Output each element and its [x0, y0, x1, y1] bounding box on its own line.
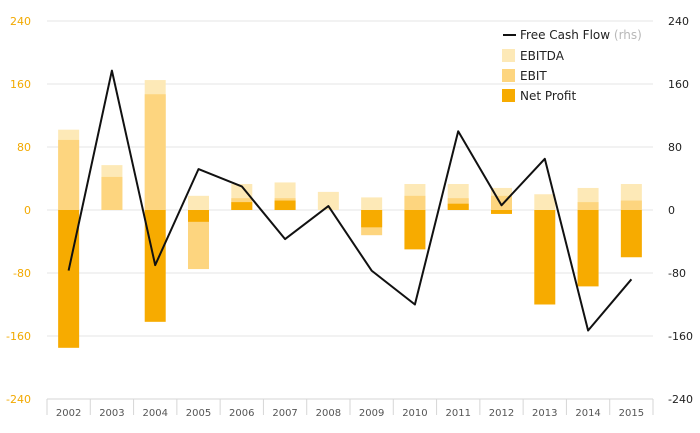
legend-swatch-net-profit: [502, 89, 515, 102]
bar-ebitda: [188, 195, 209, 210]
x-tick-label: 2008: [316, 408, 341, 419]
bars: [58, 80, 642, 348]
x-tick-label: 2013: [532, 408, 557, 419]
bar-ebitda: [534, 194, 556, 210]
y-tick-label-left: -80: [13, 267, 31, 280]
y-tick-label-left: 0: [24, 204, 31, 217]
x-tick-label: 2014: [575, 408, 600, 419]
y-tick-label-right: -160: [668, 330, 693, 343]
free-cash-flow-line: [67, 69, 633, 332]
bar-ebit: [404, 195, 426, 210]
y-tick-label-right: 160: [668, 78, 689, 91]
legend-swatch-ebit: [502, 69, 515, 82]
bar-net-profit: [188, 210, 209, 222]
legend-free-cash-flow-name: Free Cash Flow: [520, 28, 610, 42]
y-tick-label-left: 80: [17, 141, 31, 154]
x-tick-label: 2011: [445, 408, 470, 419]
bar-ebit: [101, 176, 123, 210]
grid-lines: [47, 20, 653, 400]
free-cash-flow-line-group: [67, 69, 633, 332]
x-tick-label: 2009: [359, 408, 384, 419]
bar-ebit: [188, 210, 209, 270]
legend-free-cash-flow-suffix: (rhs): [614, 28, 642, 42]
axes: 240 240 160 160 80 80 0 0 -80 -80 -160 -160 -240 -240…: [6, 15, 693, 419]
legend-label-free-cash-flow: Free Cash Flow (rhs): [520, 28, 642, 42]
x-tick-label: 2007: [272, 408, 297, 419]
bar-net-profit: [274, 200, 296, 210]
x-tick-label: 2015: [619, 408, 644, 419]
legend-label-ebit: EBIT: [520, 69, 547, 83]
legend-label-net-profit: Net Profit: [520, 89, 576, 103]
y-tick-label-right: 80: [668, 141, 682, 154]
bar-ebit: [620, 200, 642, 210]
bar-ebitda: [317, 191, 339, 210]
bar-ebit: [577, 202, 599, 210]
y-tick-label-right: -240: [668, 393, 693, 406]
x-tick-label: 2006: [229, 408, 254, 419]
x-tick-label: 2010: [402, 408, 427, 419]
bar-ebitda: [361, 197, 383, 210]
y-tick-label-left: -160: [6, 330, 31, 343]
y-tick-label-right: 240: [668, 15, 689, 28]
x-tick-label: 2004: [142, 408, 167, 419]
bar-net-profit: [361, 210, 383, 228]
x-tick-label: 2003: [99, 408, 124, 419]
bar-net-profit: [620, 210, 642, 258]
bar-net-profit: [491, 210, 512, 214]
x-tick-label: 2002: [56, 408, 81, 419]
legend-swatch-ebitda: [502, 49, 515, 62]
bar-net-profit: [404, 210, 426, 250]
x-tick-label: 2012: [489, 408, 514, 419]
y-tick-label-left: 160: [10, 78, 31, 91]
y-tick-label-left: 240: [10, 15, 31, 28]
y-tick-label-right: 0: [668, 204, 675, 217]
legend: Free Cash Flow (rhs) EBITDA EBIT Net Pro…: [502, 28, 642, 103]
legend-label-ebitda: EBITDA: [520, 49, 565, 63]
bar-ebit: [58, 139, 80, 210]
bar-net-profit: [534, 210, 556, 305]
y-tick-label-right: -80: [668, 267, 686, 280]
bar-net-profit: [577, 210, 599, 287]
x-tick-label: 2005: [186, 408, 211, 419]
bar-ebit: [144, 94, 166, 210]
bar-net-profit: [447, 203, 469, 210]
y-tick-label-left: -240: [6, 393, 31, 406]
bar-net-profit: [231, 202, 253, 210]
bar-net-profit: [58, 210, 80, 348]
